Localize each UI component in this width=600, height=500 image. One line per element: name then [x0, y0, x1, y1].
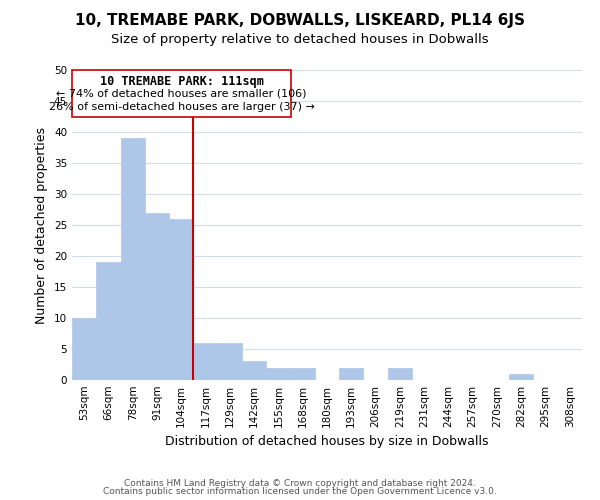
FancyBboxPatch shape	[73, 70, 290, 116]
Bar	[266, 368, 290, 380]
Bar	[290, 368, 315, 380]
Bar	[96, 262, 121, 380]
Text: 10 TREMABE PARK: 111sqm: 10 TREMABE PARK: 111sqm	[100, 75, 263, 88]
Bar	[193, 343, 218, 380]
Bar	[218, 343, 242, 380]
Bar	[72, 318, 96, 380]
Bar	[121, 138, 145, 380]
Bar	[388, 368, 412, 380]
Text: Size of property relative to detached houses in Dobwalls: Size of property relative to detached ho…	[111, 32, 489, 46]
Text: ← 74% of detached houses are smaller (106): ← 74% of detached houses are smaller (10…	[56, 88, 307, 99]
Bar	[242, 362, 266, 380]
Text: Contains HM Land Registry data © Crown copyright and database right 2024.: Contains HM Land Registry data © Crown c…	[124, 478, 476, 488]
Y-axis label: Number of detached properties: Number of detached properties	[35, 126, 49, 324]
Text: Contains public sector information licensed under the Open Government Licence v3: Contains public sector information licen…	[103, 487, 497, 496]
Bar	[169, 219, 193, 380]
Bar	[509, 374, 533, 380]
Bar	[339, 368, 364, 380]
Bar	[145, 212, 169, 380]
Text: 26% of semi-detached houses are larger (37) →: 26% of semi-detached houses are larger (…	[49, 102, 314, 112]
Text: 10, TREMABE PARK, DOBWALLS, LISKEARD, PL14 6JS: 10, TREMABE PARK, DOBWALLS, LISKEARD, PL…	[75, 12, 525, 28]
X-axis label: Distribution of detached houses by size in Dobwalls: Distribution of detached houses by size …	[165, 436, 489, 448]
